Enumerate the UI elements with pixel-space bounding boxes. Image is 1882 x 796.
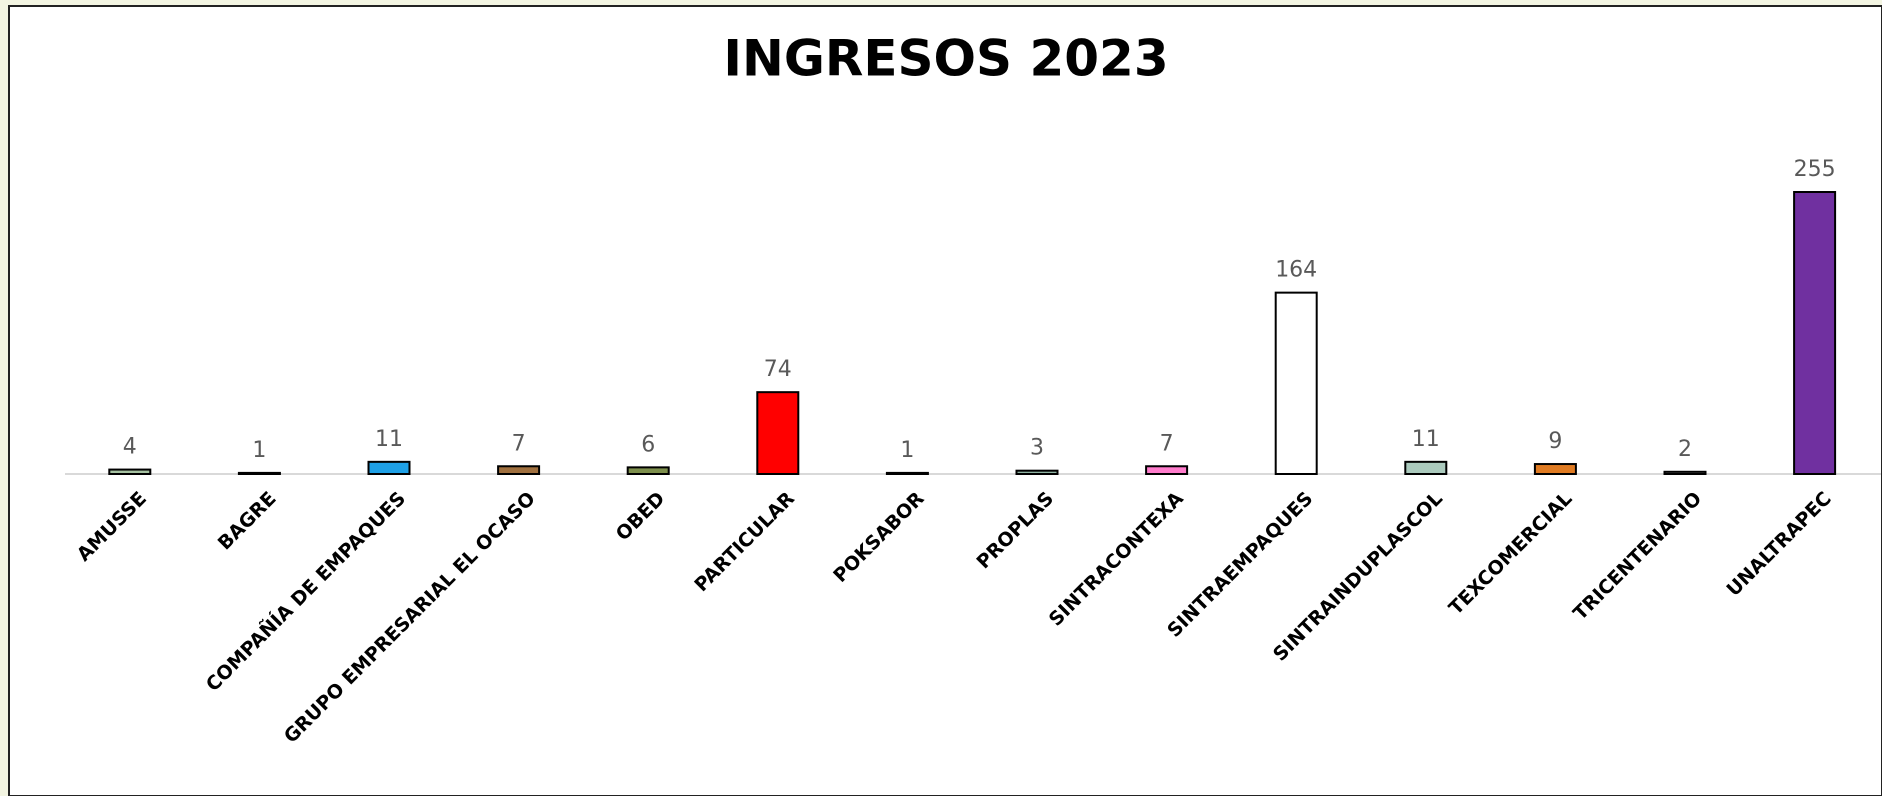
bar [1274,291,1318,475]
data-label: 74 [764,357,792,382]
bar [1145,465,1189,475]
data-label: 9 [1548,429,1562,454]
bar [1663,470,1707,476]
data-label: 6 [641,432,655,457]
bar [1015,469,1059,475]
bar [108,468,152,476]
bar [885,471,929,475]
data-label: 11 [1412,427,1440,452]
data-label: 11 [375,427,403,452]
bar [1793,191,1837,475]
data-label: 164 [1275,258,1317,283]
bar [237,471,281,475]
chart-title: INGRESOS 2023 [723,30,1168,88]
bar [1533,463,1577,475]
data-label: 1 [252,438,266,463]
bar [626,466,670,476]
chart-frame [8,5,1882,796]
bar [1404,460,1448,476]
data-label: 3 [1030,436,1044,461]
data-label: 7 [1160,431,1174,456]
data-label: 2 [1678,437,1692,462]
bar [756,391,800,475]
data-label: 7 [512,431,526,456]
data-label: 4 [123,435,137,460]
bar [367,460,411,476]
data-label: 1 [900,438,914,463]
data-label: 255 [1794,157,1836,182]
bar [497,465,541,475]
